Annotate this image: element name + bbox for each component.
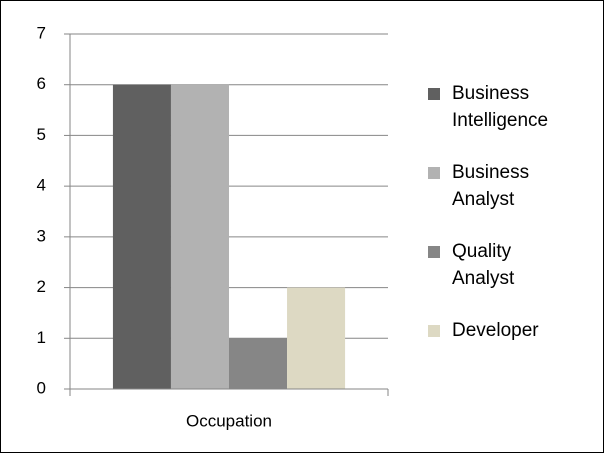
y-tick-label: 0 <box>37 378 46 397</box>
legend-entry: Quality Analyst <box>428 238 598 317</box>
legend-swatch <box>428 246 440 258</box>
legend-swatch <box>428 88 440 100</box>
y-tick-label: 6 <box>37 74 46 93</box>
legend-entry: Business Intelligence <box>428 80 598 159</box>
y-tick-label: 5 <box>37 125 46 144</box>
y-tick-label: 2 <box>37 277 46 296</box>
y-tick-label: 7 <box>37 23 46 42</box>
bar <box>112 84 171 389</box>
y-tick-label: 3 <box>37 226 46 245</box>
legend-label: Business Analyst <box>452 162 530 210</box>
legend-swatch <box>428 167 440 179</box>
legend-swatch <box>428 325 440 337</box>
legend: Business Intelligence Business Analyst Qua… <box>428 80 598 396</box>
legend-label: Developer <box>452 320 539 341</box>
bar <box>170 84 229 389</box>
y-tick-label: 4 <box>37 176 46 195</box>
legend-entry: Developer <box>428 317 598 396</box>
legend-label: Quality Analyst <box>452 241 515 289</box>
legend-label: Business Intelligence <box>452 83 549 131</box>
y-tick-label: 1 <box>37 328 46 347</box>
x-tick-label: Occupation <box>186 411 272 430</box>
bar <box>229 338 288 389</box>
bar <box>287 287 346 389</box>
legend-entry: Business Analyst <box>428 159 598 238</box>
